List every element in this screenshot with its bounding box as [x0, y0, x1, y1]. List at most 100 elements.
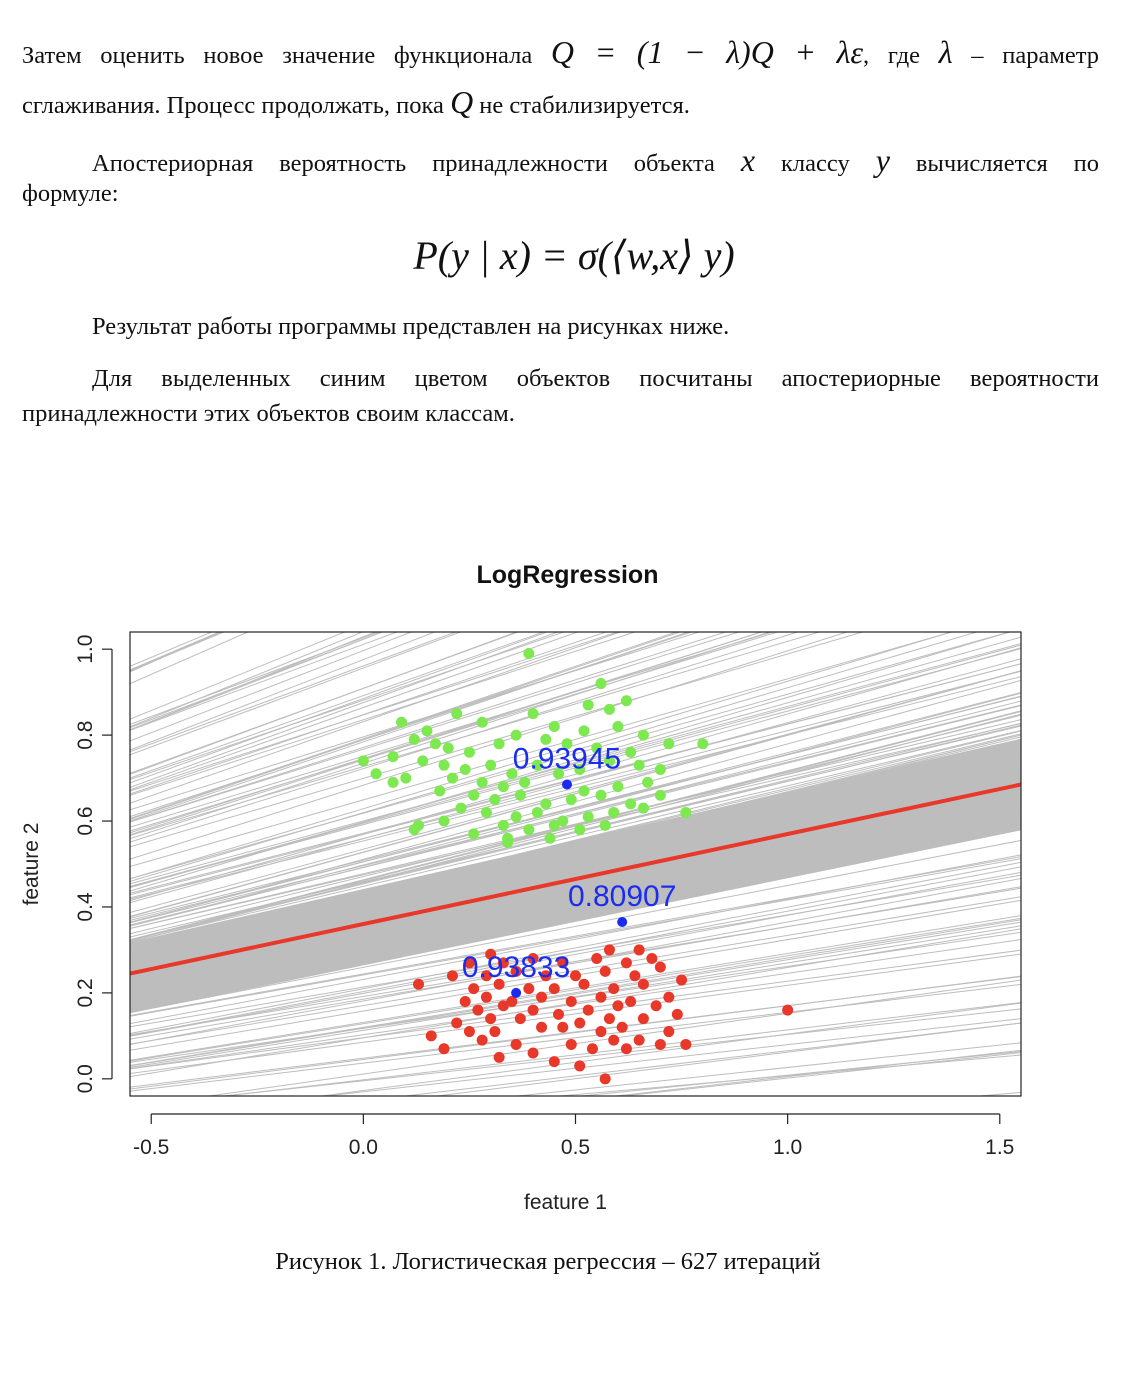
paragraph-1-line-2: сглаживания. Процесс продолжать, пока Q …: [22, 78, 1099, 126]
iteration-line: [130, 800, 1021, 993]
data-point: [459, 763, 471, 775]
iteration-line: [130, 861, 1021, 1034]
data-point: [476, 1034, 488, 1046]
text-segment: – параметр: [971, 42, 1099, 69]
data-point: [637, 1013, 649, 1025]
iteration-line: [130, 788, 1021, 984]
paragraph-4-line-1: Для выделенных синим цветом объектов пос…: [92, 365, 1099, 392]
paragraph-2-line-2: формуле:: [22, 180, 119, 207]
data-point: [557, 815, 569, 827]
iteration-line: [130, 797, 1021, 990]
iteration-line: [130, 710, 1021, 942]
data-point: [557, 957, 569, 969]
iteration-line: [130, 644, 1021, 887]
data-point: [506, 768, 518, 780]
iteration-line: [130, 814, 1021, 1003]
data-point: [485, 948, 497, 960]
data-point: [595, 678, 607, 690]
data-point: [676, 974, 688, 986]
iteration-line: [130, 917, 1021, 1062]
iteration-line: [130, 632, 520, 774]
iteration-line: [130, 632, 741, 823]
y-symbol: y: [875, 142, 890, 178]
x-axis-label: feature 1: [524, 1191, 607, 1214]
data-point: [527, 1004, 539, 1016]
iteration-line: [130, 632, 608, 795]
data-point: [531, 759, 543, 771]
iteration-line: [130, 632, 865, 848]
iteration-line: [130, 925, 1021, 1068]
iteration-line: [130, 817, 1021, 1006]
text-segment: вычисляется по: [915, 150, 1100, 177]
figure-caption: Рисунок 1. Логистическая регрессия – 627…: [275, 1248, 821, 1275]
data-point: [527, 708, 539, 720]
data-point: [642, 776, 654, 788]
data-point: [574, 824, 586, 836]
iteration-line: [130, 949, 1021, 1070]
data-point: [625, 995, 637, 1007]
data-point: [595, 991, 607, 1003]
iteration-line: [130, 921, 1021, 1067]
y-tick-label: 0.0: [74, 1064, 97, 1093]
y-axis: 0.0 0.2 0.4 0.6 0.8 1.0: [74, 635, 113, 1093]
iteration-line: [130, 828, 1021, 1014]
data-point: [654, 1038, 666, 1050]
data-point: [502, 837, 514, 849]
iteration-line: [130, 632, 377, 731]
iteration-line: [611, 1049, 1021, 1096]
iteration-line: [130, 758, 1021, 960]
iteration-line: [130, 823, 1021, 1010]
data-point: [561, 738, 573, 750]
data-point: [463, 1026, 475, 1038]
data-point: [599, 1073, 611, 1085]
iteration-line: [219, 1008, 1021, 1096]
data-point: [553, 1008, 565, 1020]
data-point: [442, 742, 454, 754]
lambda-symbol: λ: [938, 34, 953, 70]
q-symbol: Q: [450, 84, 474, 120]
iteration-line: [130, 632, 800, 843]
final-separating-line: [129, 782, 1022, 976]
iteration-line: [130, 812, 1021, 1002]
iteration-line: [130, 643, 1021, 885]
data-point: [620, 957, 632, 969]
data-point: [429, 738, 441, 750]
data-point: [578, 978, 590, 990]
data-point: [629, 970, 641, 982]
iteration-line: [130, 825, 1021, 1011]
data-point: [400, 772, 412, 784]
data-point: [782, 1004, 794, 1016]
data-point: [540, 733, 552, 745]
data-point: [476, 716, 488, 728]
iteration-line: [130, 805, 1021, 996]
data-point: [438, 759, 450, 771]
data-point: [633, 1034, 645, 1046]
data-point: [663, 1026, 675, 1038]
data-point: [472, 1004, 484, 1016]
iteration-line: [130, 811, 1021, 1001]
data-point: [608, 806, 620, 818]
iteration-line: [130, 632, 780, 832]
iteration-line: [130, 746, 1021, 951]
data-point: [586, 1043, 598, 1055]
y-tick-label: 0.2: [74, 978, 97, 1007]
iteration-line: [130, 772, 1021, 971]
iteration-line: [130, 632, 381, 725]
iteration-line: [130, 632, 384, 729]
data-point: [536, 991, 548, 1003]
iteration-line: [130, 809, 1021, 1000]
data-point: [582, 811, 594, 823]
logregression-figure: 0.93945 0.80907 0.93833 -0.5 0.0 0.5 1.0 1.5 0…: [20, 561, 1022, 1214]
data-point: [527, 1047, 539, 1059]
iteration-line: [130, 632, 462, 756]
iteration-line: [130, 773, 1021, 972]
data-point: [650, 1000, 662, 1012]
iteration-line: [130, 632, 560, 788]
iteration-line: [130, 705, 1021, 926]
iteration-line: [401, 1022, 1021, 1096]
probability-label: 0.93945: [513, 743, 621, 776]
iteration-line: [130, 632, 682, 820]
data-point: [408, 733, 420, 745]
data-point: [654, 789, 666, 801]
data-point: [396, 716, 408, 728]
